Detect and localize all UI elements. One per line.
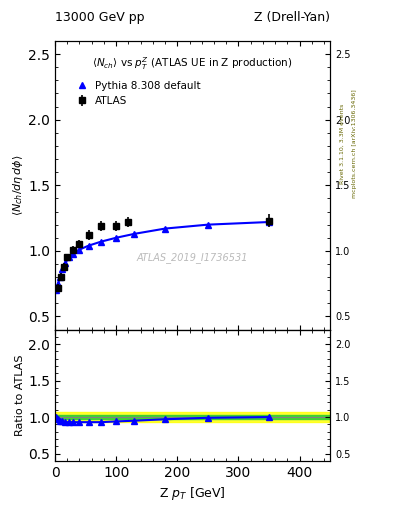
Pythia 8.308 default <box>77 246 82 252</box>
Pythia 8.308 default <box>114 234 119 241</box>
Pythia 8.308 default <box>57 274 62 280</box>
Legend: Pythia 8.308 default, ATLAS: Pythia 8.308 default, ATLAS <box>74 81 200 106</box>
Pythia 8.308 default <box>266 219 271 225</box>
Text: Rivet 3.1.10, 3.3M events: Rivet 3.1.10, 3.3M events <box>340 103 345 183</box>
Text: Z (Drell-Yan): Z (Drell-Yan) <box>254 11 330 24</box>
Pythia 8.308 default <box>63 260 68 266</box>
Pythia 8.308 default <box>71 250 76 257</box>
Pythia 8.308 default <box>86 243 91 249</box>
Pythia 8.308 default <box>67 254 72 261</box>
Line: Pythia 8.308 default: Pythia 8.308 default <box>53 219 272 293</box>
Y-axis label: $\langle N_{ch}/d\eta\,d\phi\rangle$: $\langle N_{ch}/d\eta\,d\phi\rangle$ <box>11 155 26 216</box>
Pythia 8.308 default <box>132 231 137 237</box>
Y-axis label: Ratio to ATLAS: Ratio to ATLAS <box>15 354 26 436</box>
Pythia 8.308 default <box>163 225 167 231</box>
Text: 13000 GeV pp: 13000 GeV pp <box>55 11 145 24</box>
X-axis label: Z $p_T$ [GeV]: Z $p_T$ [GeV] <box>159 485 226 502</box>
Text: mcplots.cern.ch [arXiv:1306.3436]: mcplots.cern.ch [arXiv:1306.3436] <box>352 89 357 198</box>
Text: ATLAS_2019_I1736531: ATLAS_2019_I1736531 <box>137 252 248 263</box>
Pythia 8.308 default <box>206 222 210 228</box>
Pythia 8.308 default <box>54 287 59 293</box>
Pythia 8.308 default <box>60 266 65 272</box>
Pythia 8.308 default <box>99 239 103 245</box>
Text: $\langle N_{ch}\rangle$ vs $p^Z_T$ (ATLAS UE in Z production): $\langle N_{ch}\rangle$ vs $p^Z_T$ (ATLA… <box>92 55 293 72</box>
Pythia 8.308 default <box>56 281 61 287</box>
